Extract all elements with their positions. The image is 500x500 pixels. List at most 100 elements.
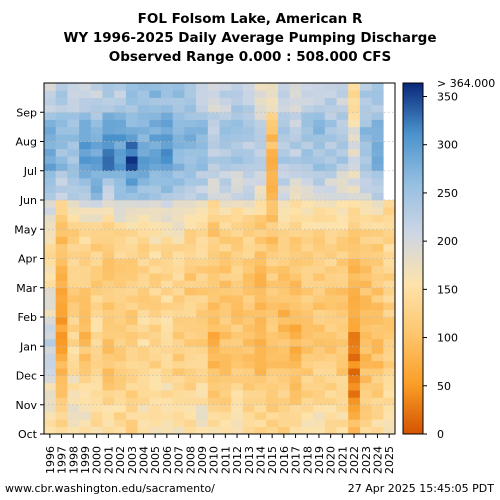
heatmap-cell — [172, 221, 185, 230]
heatmap-cell — [90, 287, 103, 296]
heatmap-cell — [55, 382, 68, 391]
heatmap-cell — [125, 375, 138, 384]
heatmap-cell — [67, 141, 80, 150]
heatmap-cell — [371, 134, 384, 142]
heatmap-cell — [371, 200, 384, 208]
heatmap-cell — [348, 251, 361, 259]
heatmap-cell — [161, 287, 173, 296]
heatmap-cell — [336, 178, 349, 186]
heatmap-cell — [44, 104, 56, 113]
heatmap-cell — [278, 156, 290, 164]
heatmap-cell — [289, 236, 302, 245]
heatmap-cell — [44, 126, 56, 135]
heatmap-cell — [55, 331, 68, 340]
heatmap-cell — [102, 178, 115, 186]
heatmap-cell — [242, 404, 255, 413]
heatmap-cell — [383, 324, 396, 332]
heatmap-cell — [254, 119, 267, 128]
heatmap-cell — [79, 287, 92, 296]
heatmap-cell — [161, 317, 173, 325]
footer-timestamp: 27 Apr 2025 15:45:05 PDT — [347, 482, 494, 495]
heatmap-cell — [383, 419, 396, 427]
heatmap-cell — [266, 265, 279, 274]
heatmap-cell — [266, 397, 279, 406]
heatmap-cell — [348, 104, 361, 113]
heatmap-cell — [278, 90, 290, 98]
heatmap-cell — [348, 295, 361, 303]
heatmap-cell — [336, 119, 349, 128]
heatmap-cell — [231, 273, 244, 281]
heatmap-cell — [313, 170, 326, 179]
heatmap-cell — [336, 221, 349, 230]
heatmap-cell — [137, 258, 150, 267]
heatmap-cell — [359, 214, 372, 223]
x-tick-label: 1997 — [56, 446, 69, 474]
heatmap-cell — [254, 368, 267, 376]
heatmap-cell — [278, 236, 290, 245]
heatmap-cell — [196, 295, 209, 303]
heatmap-cell — [55, 273, 68, 281]
heatmap-cell — [184, 295, 197, 303]
heatmap-cell — [161, 353, 173, 362]
heatmap-cell — [336, 375, 349, 384]
heatmap-cell — [207, 412, 220, 420]
heatmap-cell — [301, 134, 314, 142]
heatmap-cell — [67, 83, 80, 91]
heatmap-cell — [55, 83, 68, 91]
heatmap-cell — [172, 258, 185, 267]
heatmap-cell — [219, 185, 232, 193]
heatmap-cell — [102, 229, 115, 237]
heatmap-cell — [196, 309, 209, 318]
heatmap-cell — [219, 126, 232, 135]
heatmap-cell — [289, 251, 302, 259]
heatmap-cell — [231, 251, 244, 259]
heatmap-cell — [172, 243, 185, 252]
heatmap-cell — [348, 404, 361, 413]
heatmap-cell — [219, 368, 232, 376]
heatmap-cell — [242, 243, 255, 252]
heatmap-cell — [231, 200, 244, 208]
heatmap-cell — [207, 287, 220, 296]
heatmap-cell — [278, 309, 290, 318]
heatmap-cell — [172, 229, 185, 237]
heatmap-cell — [348, 119, 361, 128]
heatmap-cell — [301, 178, 314, 186]
heatmap-cell — [67, 265, 80, 274]
heatmap-cell — [266, 229, 279, 237]
heatmap-cell — [348, 353, 361, 362]
heatmap-cell — [324, 375, 337, 384]
heatmap-cell — [67, 156, 80, 164]
heatmap-cell — [383, 360, 396, 369]
heatmap-cell — [137, 382, 150, 391]
x-tick-label: 2007 — [173, 446, 186, 474]
heatmap-cell — [102, 148, 115, 157]
heatmap-cell — [149, 243, 162, 252]
heatmap-cell — [67, 302, 80, 310]
heatmap-cell — [55, 192, 68, 201]
heatmap-cell — [102, 353, 115, 362]
heatmap-cell — [278, 265, 290, 274]
heatmap-cell — [371, 397, 384, 406]
heatmap-cell — [67, 360, 80, 369]
heatmap-cell — [289, 280, 302, 289]
heatmap-cell — [359, 419, 372, 427]
heatmap-cell — [359, 331, 372, 340]
heatmap-cell — [313, 375, 326, 384]
heatmap-cell — [313, 412, 326, 420]
heatmap-cell — [149, 229, 162, 237]
heatmap-cell — [313, 258, 326, 267]
heatmap-cell — [102, 236, 115, 245]
heatmap-cell — [348, 83, 361, 91]
heatmap-cell — [231, 185, 244, 193]
heatmap-cell — [254, 265, 267, 274]
heatmap-cell — [324, 126, 337, 135]
heatmap-cell — [67, 104, 80, 113]
heatmap-cell — [289, 112, 302, 120]
heatmap-cell — [67, 404, 80, 413]
heatmap-cell — [313, 243, 326, 252]
heatmap-cell — [114, 251, 127, 259]
heatmap-cell — [231, 412, 244, 420]
heatmap-cell — [196, 207, 209, 215]
heatmap-cell — [184, 214, 197, 223]
heatmap-cell — [196, 338, 209, 347]
